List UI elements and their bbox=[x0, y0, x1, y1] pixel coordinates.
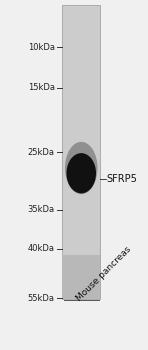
Text: Mouse pancreas: Mouse pancreas bbox=[75, 245, 133, 303]
Text: 35kDa: 35kDa bbox=[28, 205, 55, 215]
Text: 55kDa: 55kDa bbox=[28, 294, 55, 303]
Bar bbox=[62, 5, 100, 299]
Text: SFRP5: SFRP5 bbox=[106, 174, 137, 183]
Text: 25kDa: 25kDa bbox=[28, 148, 55, 157]
Bar bbox=[62, 255, 100, 299]
Text: 10kDa: 10kDa bbox=[28, 43, 55, 52]
Text: 40kDa: 40kDa bbox=[28, 244, 55, 253]
Text: 15kDa: 15kDa bbox=[28, 83, 55, 92]
Ellipse shape bbox=[65, 142, 98, 194]
Ellipse shape bbox=[66, 153, 96, 193]
